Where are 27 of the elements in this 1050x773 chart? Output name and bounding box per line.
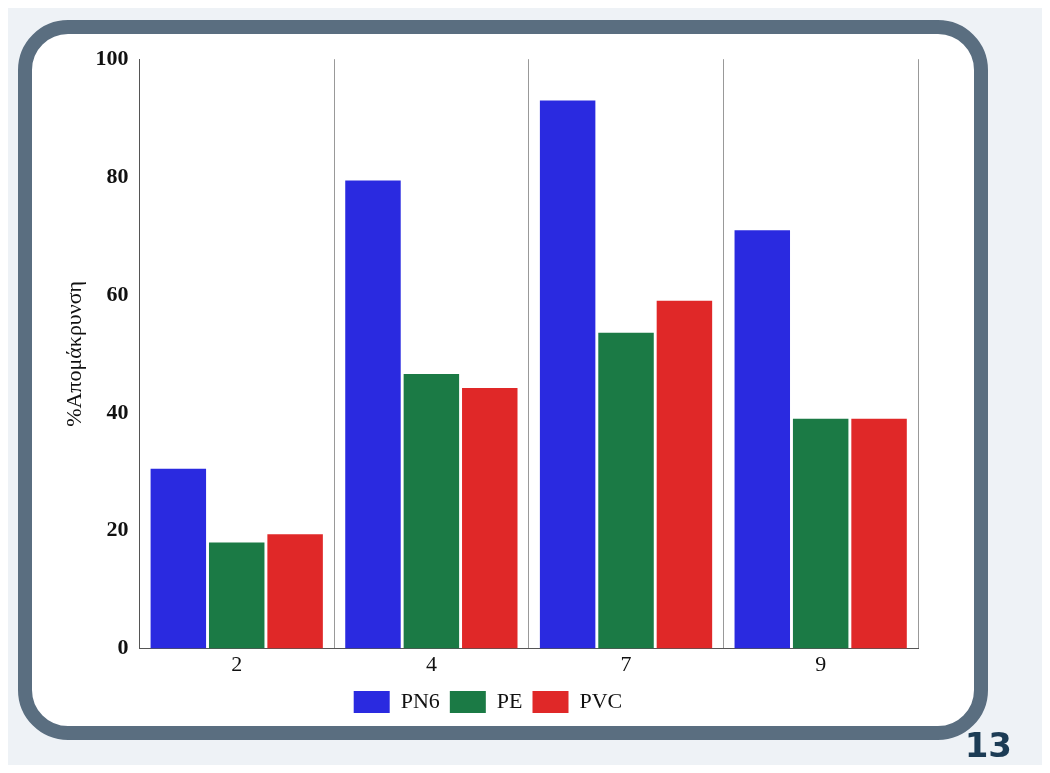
y-tick-label: 60 xyxy=(106,280,129,306)
y-tick-label: 0 xyxy=(117,634,129,660)
y-tick-label: 80 xyxy=(106,162,129,188)
bar xyxy=(150,468,207,649)
text: 13 xyxy=(964,725,1012,765)
x-tick-label: 9 xyxy=(815,650,827,676)
bar xyxy=(656,300,713,649)
legend-label: PE xyxy=(496,687,523,713)
bar xyxy=(539,100,596,649)
y-tick-label: 40 xyxy=(106,398,129,424)
x-tick-label: 7 xyxy=(620,650,632,676)
bar xyxy=(345,180,401,649)
x-tick-label: 4 xyxy=(425,650,437,676)
bar xyxy=(734,230,791,649)
y-tick-label: 100 xyxy=(95,44,129,70)
y-tick-label: 20 xyxy=(106,516,129,542)
x-tick-label: 2 xyxy=(231,650,243,676)
bar xyxy=(792,418,849,649)
legend-label: PVC xyxy=(579,687,623,713)
bar xyxy=(462,388,518,649)
bar xyxy=(598,332,654,649)
bar xyxy=(403,373,460,649)
bar xyxy=(851,418,907,649)
legend-label: PN6 xyxy=(400,687,440,713)
bar xyxy=(208,542,265,649)
bar xyxy=(267,534,323,649)
y-axis-title: %Απομάκρυνση xyxy=(60,280,86,427)
